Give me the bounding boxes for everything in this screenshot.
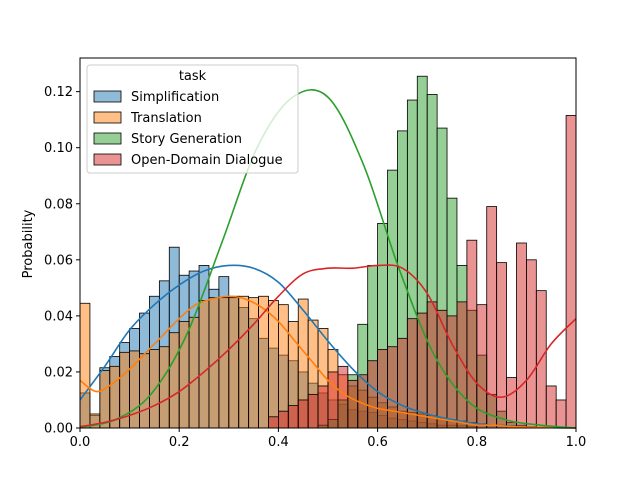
x-tick-label: 1.0 — [566, 435, 587, 450]
translation-bar — [140, 354, 150, 428]
translation-bar — [169, 333, 179, 428]
open-domain-dialogue-bar — [407, 319, 417, 428]
legend: task Simplification Translation Story Gener… — [87, 65, 298, 173]
translation-bar — [80, 303, 90, 428]
translation-legend-label: Translation — [130, 111, 202, 126]
translation-bar — [219, 298, 229, 428]
open-domain-dialogue-bar — [457, 302, 467, 428]
open-domain-dialogue-bar — [268, 417, 278, 428]
translation-bar — [130, 351, 140, 428]
open-domain-dialogue-bar — [338, 366, 348, 428]
open-domain-dialogue-bar — [497, 263, 507, 428]
translation-bar — [179, 321, 189, 428]
open-domain-dialogue-bar — [378, 350, 388, 428]
y-tick-label: 0.10 — [44, 141, 73, 156]
open-domain-dialogue-bar — [278, 411, 288, 428]
y-tick-label: 0.08 — [44, 197, 73, 212]
open-domain-dialogue-bar — [467, 240, 477, 428]
story-generation-legend-label: Story Generation — [131, 132, 242, 147]
translation-bar — [189, 317, 199, 428]
open-domain-dialogue-bar — [427, 302, 437, 428]
x-tick-label: 0.6 — [367, 435, 388, 450]
open-domain-dialogue-bar — [328, 372, 338, 428]
open-domain-dialogue-bar — [288, 406, 298, 428]
translation-bar — [239, 296, 249, 428]
translation-bar — [199, 300, 209, 428]
x-tick-label: 0.8 — [466, 435, 487, 450]
translation-bar — [249, 298, 259, 428]
translation-bar — [159, 347, 169, 428]
y-tick-label: 0.06 — [44, 253, 73, 268]
open-domain-dialogue-bar — [526, 260, 536, 428]
y-axis-label: Probability — [21, 209, 36, 278]
open-domain-dialogue-bar — [388, 347, 398, 428]
y-tick-label: 0.02 — [44, 365, 73, 380]
x-tick-label: 0.0 — [70, 435, 91, 450]
open-domain-dialogue-bar — [516, 243, 526, 428]
open-domain-dialogue-bar — [348, 380, 358, 428]
legend-title: task — [179, 69, 207, 84]
x-tick-label: 0.4 — [268, 435, 289, 450]
simplification-legend-swatch — [94, 91, 121, 102]
open-domain-dialogue-legend-label: Open-Domain Dialogue — [131, 153, 283, 168]
open-domain-dialogue-bar — [397, 338, 407, 428]
y-tick-label: 0.12 — [44, 85, 73, 100]
open-domain-dialogue-bar — [556, 400, 566, 428]
open-domain-dialogue-bar — [298, 400, 308, 428]
y-tick-label: 0.04 — [44, 309, 73, 324]
open-domain-dialogue-bar — [447, 316, 457, 428]
translation-bar — [229, 298, 239, 428]
x-tick-label: 0.2 — [169, 435, 190, 450]
translation-legend-swatch — [94, 112, 121, 123]
open-domain-dialogue-bar — [546, 386, 556, 428]
open-domain-dialogue-bar — [308, 394, 318, 428]
open-domain-dialogue-bar — [566, 115, 576, 428]
simplification-legend-label: Simplification — [131, 90, 219, 105]
translation-bar — [100, 371, 110, 428]
open-domain-dialogue-bar — [368, 361, 378, 428]
open-domain-dialogue-legend-swatch — [94, 154, 121, 165]
y-tick-label: 0.00 — [44, 422, 73, 437]
open-domain-dialogue-bar — [318, 386, 328, 428]
story-generation-legend-swatch — [94, 133, 121, 144]
